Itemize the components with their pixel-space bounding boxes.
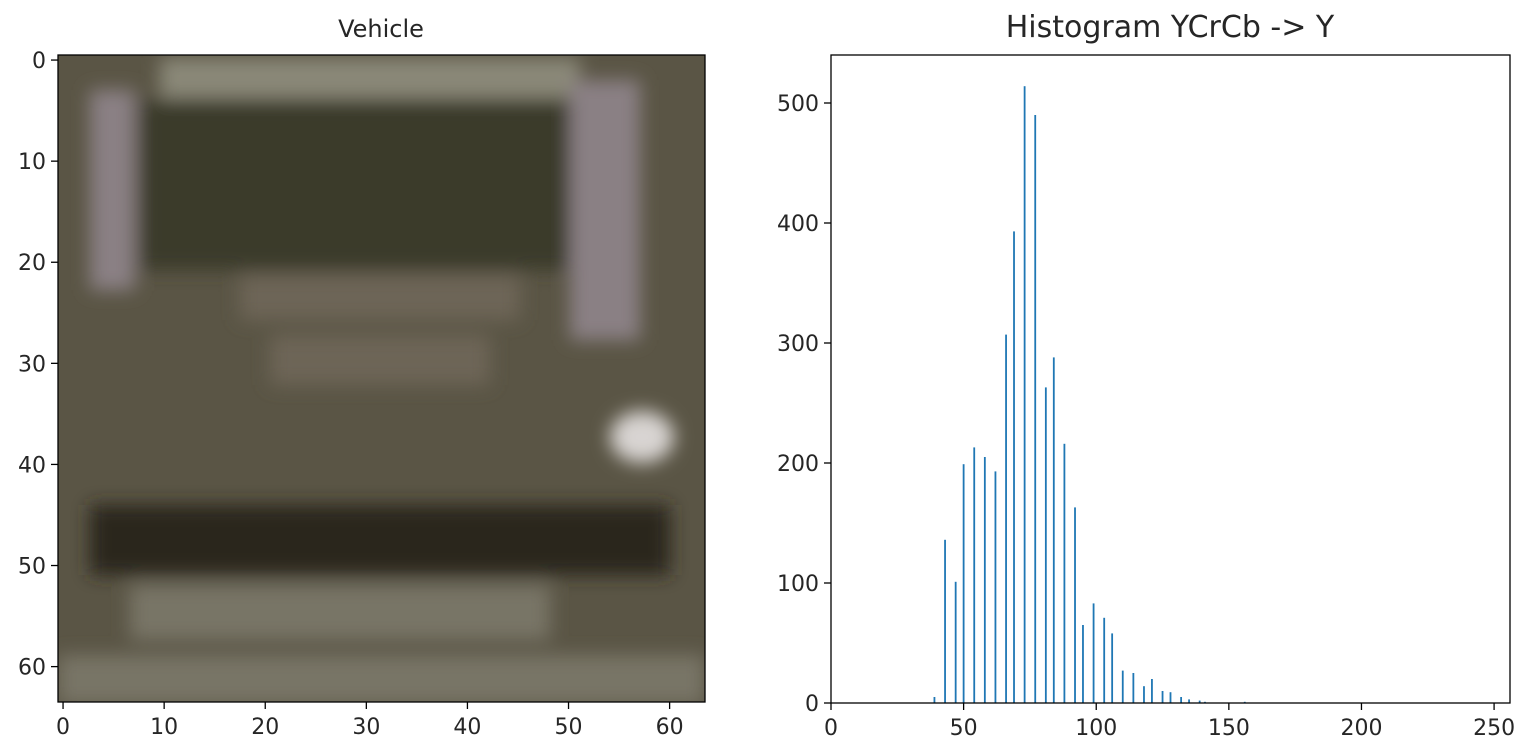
- histogram-bar: [1188, 699, 1190, 703]
- histogram-bar: [1151, 679, 1153, 703]
- image-pillar-left: [90, 90, 135, 290]
- histogram-bar: [1044, 387, 1047, 703]
- vehicle-image: [58, 55, 705, 702]
- image-x-tick-label: 50: [555, 715, 583, 740]
- image-x-tick-label: 40: [453, 715, 481, 740]
- histogram-bar: [944, 539, 946, 703]
- histogram-axes-frame: [830, 54, 1511, 704]
- image-x-tick-label: 0: [56, 715, 70, 740]
- image-y-tick-label: 60: [18, 656, 46, 681]
- image-y-tick-label: 40: [18, 453, 46, 478]
- histogram-bar: [1161, 691, 1164, 703]
- image-y-tick-label: 30: [18, 352, 46, 377]
- histogram-bar: [1052, 357, 1055, 703]
- histogram-bar: [1143, 686, 1145, 703]
- histogram-x-tick-label: 200: [1340, 716, 1382, 741]
- image-x-tick-label: 30: [352, 715, 380, 740]
- image-windshield: [140, 100, 570, 270]
- image-grille-upper: [240, 275, 520, 320]
- histogram-y-tick-label: 400: [777, 212, 819, 237]
- histogram-title: Histogram YCrCb -> Y: [1006, 10, 1335, 45]
- histogram-bar: [933, 697, 936, 703]
- image-y-tick-label: 20: [18, 251, 46, 276]
- image-ground: [58, 655, 705, 702]
- image-y-tick-label: 10: [18, 150, 46, 175]
- histogram-x-tick-label: 50: [950, 716, 978, 741]
- image-x-tick-label: 60: [656, 715, 684, 740]
- histogram-bar: [1111, 633, 1114, 703]
- histogram-bar: [962, 464, 965, 703]
- histogram-bar: [1074, 507, 1076, 703]
- histogram-y-tick-label: 100: [777, 572, 819, 597]
- histogram-x-tick-label: 0: [824, 716, 838, 741]
- histogram-bar: [1180, 697, 1183, 703]
- histogram-bar: [1169, 692, 1172, 703]
- histogram-bar: [1121, 670, 1124, 703]
- histogram-bar: [1082, 625, 1084, 703]
- histogram-bars: [933, 86, 1246, 703]
- histogram-bar: [1092, 603, 1095, 703]
- histogram-y-ticks: 0 100 200 300 400 500: [777, 92, 831, 717]
- histogram-y-tick-label: 300: [777, 332, 819, 357]
- image-y-tick-label: 50: [18, 555, 46, 580]
- histogram-x-ticks: 0 50 100 150 200 250: [824, 703, 1515, 741]
- histogram-bar: [1023, 86, 1026, 703]
- histogram-bar: [1005, 334, 1007, 703]
- histogram-y-tick-label: 200: [777, 452, 819, 477]
- histogram-x-tick-label: 150: [1208, 716, 1250, 741]
- histogram-bar: [1034, 115, 1037, 703]
- image-y-tick-label: 0: [32, 49, 46, 74]
- image-x-ticks: 0 10 20 30 40 50 60: [56, 702, 684, 740]
- image-title: Vehicle: [338, 15, 424, 43]
- histogram-bar: [994, 471, 997, 703]
- image-bumper: [90, 505, 670, 575]
- image-pillar-right: [570, 80, 640, 340]
- image-y-ticks: 0 10 20 30 40 50 60: [18, 49, 58, 681]
- histogram-bar: [973, 447, 976, 703]
- histogram-bar: [954, 581, 957, 703]
- image-lower-strip: [130, 585, 550, 640]
- histogram-bar: [1063, 443, 1066, 703]
- histogram-bar: [1013, 231, 1015, 703]
- histogram-y-tick-label: 0: [805, 692, 819, 717]
- image-roof-bar: [160, 58, 580, 98]
- image-x-tick-label: 20: [251, 715, 279, 740]
- histogram-bar: [1132, 673, 1135, 703]
- image-grille-lower: [270, 335, 490, 385]
- histogram-bar: [983, 457, 986, 703]
- image-axes-frame: [57, 54, 706, 703]
- histogram-x-tick-label: 250: [1473, 716, 1515, 741]
- image-headlight: [610, 411, 674, 463]
- histogram-bar: [1198, 700, 1201, 703]
- histogram-bar: [1103, 617, 1106, 703]
- histogram-x-tick-label: 100: [1075, 716, 1117, 741]
- image-x-tick-label: 10: [150, 715, 178, 740]
- histogram-y-tick-label: 500: [777, 92, 819, 117]
